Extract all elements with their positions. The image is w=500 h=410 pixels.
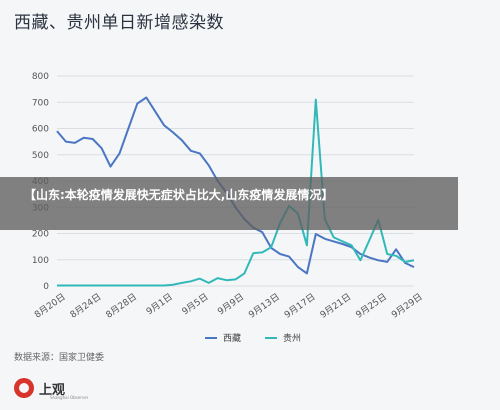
logo-name: 上观 [39,382,66,398]
series-line [57,98,415,287]
logo-subtitle: Shanghai Observer [50,395,89,400]
y-tick-label: 200 [32,230,49,240]
chart-title: 西藏、贵州单日新增感染数 [14,13,224,33]
y-tick-label: 0 [43,282,49,292]
x-tick-label: 9月21日 [318,291,353,320]
x-tick-label: 9月29日 [390,291,425,320]
y-tick-label: 600 [32,125,49,135]
headline-banner[interactable]: 【山东:本轮疫情发展快无症状占比大,山东疫情发展情况】 [0,177,458,230]
x-tick-label: 8月20日 [33,291,68,320]
x-tick-label: 9月5日 [180,291,210,317]
legend-label: 西藏 [223,332,241,344]
y-tick-label: 700 [32,98,49,108]
logo-icon [14,378,34,398]
y-tick-label: 500 [32,151,49,161]
x-tick-label: 8月24日 [68,291,103,320]
x-tick-label: 8月28日 [104,291,139,320]
publisher-logo: 上观 Shanghai Observer [14,377,88,400]
legend-label: 贵州 [283,332,301,344]
line-chart: 01002003004005006007008008月20日8月24日8月28日… [32,72,425,344]
x-tick-label: 9月25日 [354,291,389,320]
data-source: 数据来源：国家卫健委 [14,353,105,363]
x-tick-label: 9月13日 [247,291,282,320]
y-tick-label: 100 [32,256,49,266]
x-tick-label: 9月9日 [216,291,246,317]
x-tick-label: 9月1日 [144,291,174,317]
y-tick-label: 800 [32,72,49,82]
x-tick-label: 9月17日 [282,291,317,320]
headline-text[interactable]: 【山东:本轮疫情发展快无症状占比大,山东疫情发展情况】 [24,188,334,202]
